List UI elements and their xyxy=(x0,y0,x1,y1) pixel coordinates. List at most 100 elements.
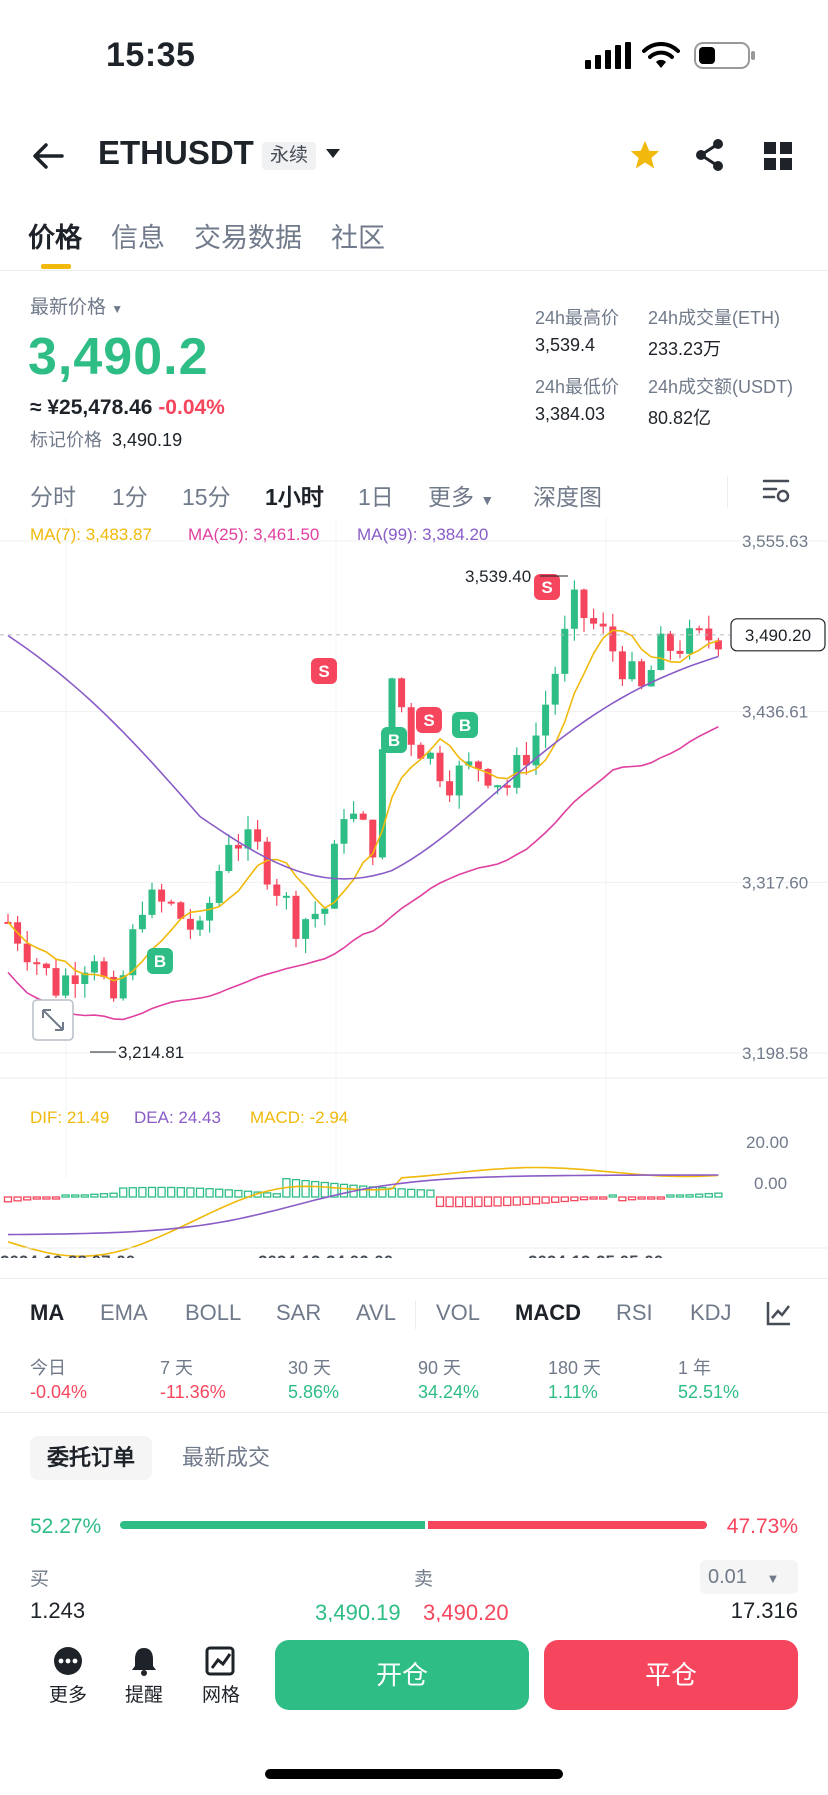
macd-histogram-bar xyxy=(541,1196,550,1204)
macd-histogram-bar xyxy=(637,1196,646,1200)
chevron-down-icon[interactable] xyxy=(325,148,341,160)
macd-histogram-bar xyxy=(272,1193,281,1198)
candle-body xyxy=(42,963,50,969)
grid-label[interactable]: 网格 xyxy=(201,1685,240,1706)
indicator-ema[interactable]: EMA xyxy=(100,1300,148,1325)
candle-body xyxy=(282,895,290,898)
bell-icon[interactable] xyxy=(127,1646,161,1676)
macd-histogram-bar xyxy=(61,1194,70,1198)
tf-1m[interactable]: 1分 xyxy=(112,484,148,510)
open-position-button[interactable]: 开仓 xyxy=(275,1640,529,1710)
tab-info[interactable]: 信息 xyxy=(111,223,165,253)
macd-histogram-bar xyxy=(714,1192,723,1198)
tab-price[interactable]: 价格 xyxy=(28,223,82,253)
price-axis-label: 3,198.58 xyxy=(742,1044,808,1063)
macd-histogram-bar xyxy=(474,1196,483,1208)
macd-histogram-bar xyxy=(695,1193,704,1198)
symbol-title[interactable]: ETHUSDT xyxy=(98,134,254,171)
current-price-label: 3,490.20 xyxy=(745,626,811,645)
tf-1d[interactable]: 1日 xyxy=(358,484,394,510)
candle-body xyxy=(513,754,521,788)
buy-ratio-bar xyxy=(120,1521,425,1529)
perf-180d-value: 1.11% xyxy=(548,1382,598,1402)
candle-body xyxy=(455,765,463,796)
macd-histogram-bar xyxy=(128,1187,137,1198)
indicator-avl[interactable]: AVL xyxy=(356,1300,396,1325)
last-price-label[interactable]: 最新价格 ▼ xyxy=(30,297,124,318)
price-axis-label: 3,555.63 xyxy=(742,532,808,551)
candle-body xyxy=(484,769,492,786)
tf-1h[interactable]: 1小时 xyxy=(265,484,324,510)
candle-body xyxy=(609,626,617,652)
candlestick-chart[interactable]: MA(7): 3,483.87 MA(25): 3,461.50 MA(99): 3… xyxy=(0,518,828,1258)
dea-line xyxy=(7,1174,719,1236)
tf-depth[interactable]: 深度图 xyxy=(533,484,602,510)
perf-7d-label: 7 天 xyxy=(160,1358,194,1378)
candle-body xyxy=(273,884,281,896)
grid-trading-icon[interactable] xyxy=(204,1646,238,1676)
divider xyxy=(727,476,728,508)
buy-signal-tag xyxy=(452,712,478,738)
macd-histogram-bar xyxy=(647,1196,656,1200)
share-icon[interactable] xyxy=(694,138,726,172)
indicator-vol[interactable]: VOL xyxy=(436,1300,481,1325)
chart-settings-icon[interactable] xyxy=(762,476,792,506)
sell-signal-tag xyxy=(534,574,560,600)
candle-body xyxy=(138,914,146,930)
macd-histogram-bar xyxy=(666,1194,675,1198)
candle-body xyxy=(52,968,60,996)
perpetual-badge: 永续 xyxy=(262,142,317,170)
alert-label[interactable]: 提醒 xyxy=(124,1685,163,1706)
candle-body xyxy=(321,908,329,914)
expand-icon xyxy=(42,1009,64,1031)
close-position-button[interactable]: 平仓 xyxy=(544,1640,798,1710)
indicator-macd[interactable]: MACD xyxy=(515,1300,581,1325)
macd-histogram-bar xyxy=(599,1196,608,1200)
wifi-icon xyxy=(642,42,680,68)
tf-line[interactable]: 分时 xyxy=(30,484,76,510)
active-tab-indicator xyxy=(41,264,71,269)
tab-latest-trades[interactable]: 最新成交 xyxy=(182,1445,271,1470)
tf-more[interactable]: 更多 ▼ xyxy=(428,484,495,510)
indicator-kdj[interactable]: KDJ xyxy=(690,1300,732,1325)
indicator-rsi[interactable]: RSI xyxy=(616,1300,653,1325)
tab-community[interactable]: 社区 xyxy=(331,223,385,253)
divider xyxy=(0,270,828,271)
candle-body xyxy=(263,841,271,885)
macd-histogram-bar xyxy=(339,1183,349,1198)
candle-body xyxy=(158,889,166,902)
macd-histogram-bar xyxy=(311,1180,320,1198)
indicator-ma[interactable]: MA xyxy=(30,1300,65,1325)
indicator-sar[interactable]: SAR xyxy=(276,1300,322,1325)
candle-body xyxy=(81,972,89,984)
macd-histogram-bar xyxy=(522,1196,531,1206)
macd-histogram-bar xyxy=(570,1196,579,1202)
grid-menu-icon[interactable] xyxy=(764,142,792,170)
macd-histogram-bar xyxy=(675,1194,685,1198)
low-24h-label: 24h最低价 xyxy=(535,377,620,397)
more-icon[interactable] xyxy=(51,1646,85,1676)
tab-trading-data[interactable]: 交易数据 xyxy=(194,223,302,253)
macd-histogram-bar xyxy=(138,1186,147,1198)
status-time: 15:35 xyxy=(106,36,196,74)
macd-histogram-bar xyxy=(195,1187,205,1198)
candle-body xyxy=(426,752,434,759)
vol-eth-value: 233.23万 xyxy=(648,339,722,359)
perf-1y-value: 52.51% xyxy=(678,1382,740,1402)
indicator-settings-icon[interactable] xyxy=(766,1300,792,1326)
divider xyxy=(0,1278,828,1279)
favorite-star-icon[interactable] xyxy=(628,138,662,172)
bid-quantity: 1.243 xyxy=(30,1598,86,1623)
tab-order-book[interactable]: 委托订单 xyxy=(30,1436,152,1480)
more-label[interactable]: 更多 xyxy=(48,1685,87,1706)
tf-15m[interactable]: 15分 xyxy=(182,484,231,510)
back-arrow-icon[interactable] xyxy=(30,138,66,174)
vol-usdt-label: 24h成交额(USDT) xyxy=(648,377,794,397)
candle-body xyxy=(206,902,214,921)
indicator-boll[interactable]: BOLL xyxy=(185,1300,242,1325)
precision-select[interactable]: 0.01 ▼ xyxy=(700,1560,798,1594)
divider xyxy=(415,1301,416,1329)
macd-histogram-bar xyxy=(618,1196,627,1202)
candle-body xyxy=(186,918,194,930)
macd-histogram-bar xyxy=(685,1194,694,1198)
